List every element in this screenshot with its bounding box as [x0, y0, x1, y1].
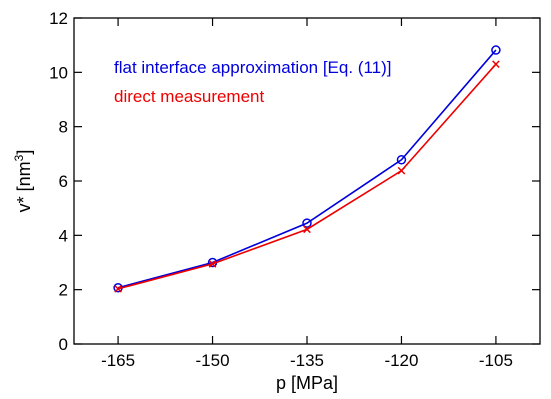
y-tick-label: 6: [59, 172, 68, 191]
y-axis-label: v* [nm3]: [12, 150, 34, 213]
data-point-circle: [302, 218, 312, 228]
y-tick-label: 2: [59, 281, 68, 300]
data-point-circle: [396, 155, 407, 165]
legend-entry-flat-interface: flat interface approximation [Eq. (11)]: [114, 58, 392, 77]
data-point-cross: [397, 166, 406, 175]
x-axis-label: p [MPa]: [276, 373, 338, 393]
y-tick-label: 12: [49, 9, 68, 28]
series-flat-interface-approximation: [113, 45, 501, 293]
y-tick-label: 10: [49, 63, 68, 82]
y-axis-label-close: ]: [14, 150, 34, 155]
series-direct-measurement: [114, 60, 500, 293]
axis-ticks: 0 2 4 6 8 10 12 -165 -150 -135 -120 -105: [49, 9, 540, 370]
data-point-cross: [492, 60, 500, 69]
x-tick-label: -135: [290, 351, 324, 370]
series-line: [117, 49, 497, 289]
x-tick-label: -165: [101, 351, 135, 370]
series-layer: [113, 45, 501, 293]
x-tick-label: -120: [384, 351, 418, 370]
data-point-cross: [114, 285, 122, 293]
x-tick-label: -150: [196, 351, 230, 370]
legend-entry-direct-measurement: direct measurement: [114, 87, 265, 106]
y-tick-label: 0: [59, 335, 68, 354]
y-tick-label: 4: [59, 226, 68, 245]
data-point-circle: [491, 45, 501, 55]
y-axis-label-superscript: 3: [12, 154, 26, 161]
x-tick-label: -105: [479, 351, 513, 370]
data-point-cross: [208, 260, 217, 268]
y-tick-label: 8: [59, 118, 68, 137]
y-axis-label-main: v* [nm: [14, 161, 34, 212]
data-point-cross: [303, 225, 311, 234]
legend: flat interface approximation [Eq. (11)] …: [114, 58, 392, 106]
